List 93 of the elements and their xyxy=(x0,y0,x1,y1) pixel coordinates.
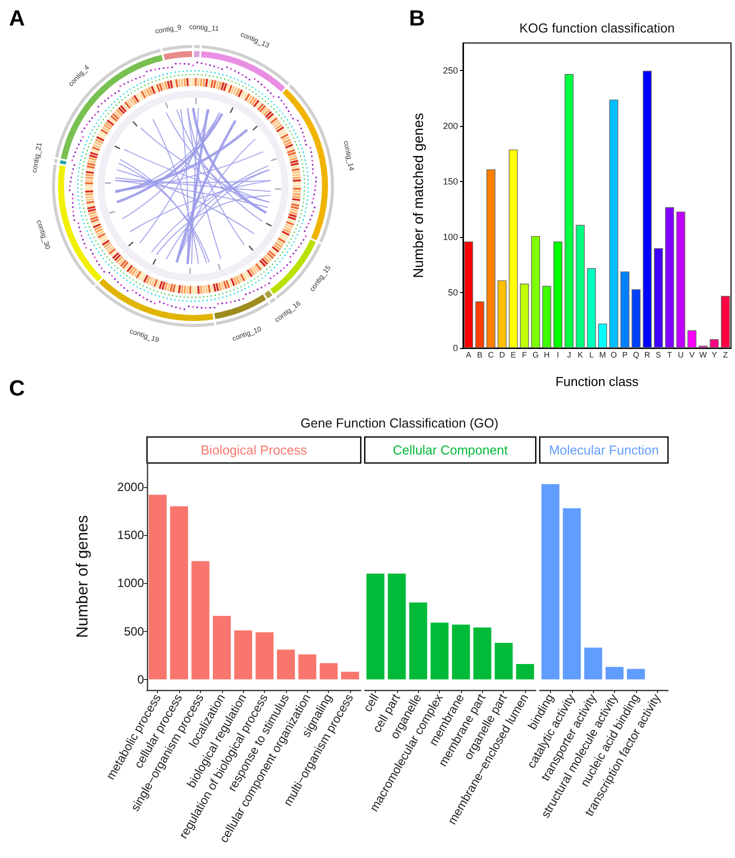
bar xyxy=(520,284,529,348)
bar xyxy=(191,561,210,680)
bar xyxy=(553,242,562,348)
y-tick-label: 200 xyxy=(442,121,458,132)
bar xyxy=(212,616,231,680)
bar xyxy=(541,484,560,680)
x-tick-label: cell xyxy=(360,692,382,714)
text: Biological Process xyxy=(200,442,308,458)
x-tick-label: W xyxy=(699,350,708,360)
bar xyxy=(298,654,316,680)
x-tick-label: R xyxy=(644,350,650,360)
bar xyxy=(584,648,602,680)
x-tick-label: M xyxy=(599,350,606,360)
bar xyxy=(710,339,719,348)
y-tick-label: 100 xyxy=(442,232,458,242)
y-tick-label: 1000 xyxy=(117,576,144,590)
bar xyxy=(654,248,663,348)
bar xyxy=(320,663,338,680)
bar xyxy=(632,289,641,348)
x-tick-label: L xyxy=(589,350,594,360)
bar xyxy=(720,296,730,348)
x-tick-label: Q xyxy=(632,350,640,360)
y-tick-label: 0 xyxy=(452,343,458,353)
x-tick-label: A xyxy=(466,350,472,360)
bar xyxy=(430,622,449,680)
chart-title: Gene Function Classification (GO) xyxy=(300,416,498,430)
x-tick-label: I xyxy=(556,350,560,360)
bar xyxy=(486,169,496,348)
bar xyxy=(256,632,274,680)
x-tick-label: Y xyxy=(712,350,718,360)
bar xyxy=(276,650,295,680)
bar xyxy=(598,324,608,348)
bar xyxy=(341,672,360,680)
bar xyxy=(564,74,574,348)
bar xyxy=(498,280,507,348)
bar xyxy=(409,602,428,680)
x-tick-label: S xyxy=(656,350,662,360)
bar xyxy=(542,286,552,348)
bar xyxy=(606,666,624,680)
x-tick-label: P xyxy=(622,350,628,360)
x-tick-label: K xyxy=(578,350,584,360)
x-tick-label: B xyxy=(477,350,482,360)
y-tick-label: 250 xyxy=(442,66,458,76)
bar xyxy=(508,149,518,348)
bar xyxy=(665,207,674,348)
bar xyxy=(642,70,652,348)
x-axis-title: Function class xyxy=(555,374,640,389)
bar xyxy=(586,268,596,348)
bar xyxy=(626,668,645,680)
x-tick-label: Z xyxy=(722,350,728,360)
bar xyxy=(687,330,696,348)
x-tick-label: T xyxy=(667,350,672,360)
bar xyxy=(516,664,534,680)
bar xyxy=(475,301,484,348)
x-tick-label: O xyxy=(610,350,617,360)
y-tick-label: 0 xyxy=(137,672,144,686)
text: Cellular Component xyxy=(392,442,508,458)
text: B xyxy=(409,6,425,30)
bar xyxy=(170,506,188,680)
x-tick-label: E xyxy=(510,350,516,360)
y-axis-title: Number of matched genes xyxy=(410,113,426,278)
chart-title: KOG function classification xyxy=(519,20,675,36)
bar xyxy=(366,574,384,680)
bar xyxy=(576,224,585,348)
text: C xyxy=(9,376,25,400)
bar xyxy=(531,236,540,348)
x-tick-label: U xyxy=(678,350,684,360)
bar xyxy=(562,508,581,680)
bar xyxy=(452,624,470,680)
bar xyxy=(620,271,630,348)
y-tick-label: 1500 xyxy=(117,528,144,542)
x-tick-label: F xyxy=(522,350,527,360)
y-tick-label: 500 xyxy=(124,624,144,638)
x-tick-label: J xyxy=(567,350,572,360)
bar xyxy=(609,100,618,348)
bar xyxy=(464,242,474,348)
bar xyxy=(148,494,167,680)
y-tick-label: 50 xyxy=(448,288,458,298)
bar xyxy=(473,627,492,680)
y-tick-label: 2000 xyxy=(117,480,144,494)
bar xyxy=(676,212,686,348)
bar xyxy=(234,630,252,680)
x-tick-label: H xyxy=(544,350,550,360)
text: A xyxy=(9,6,25,30)
x-tick-label: G xyxy=(532,350,539,360)
y-axis-title: Number of genes xyxy=(74,515,92,638)
bar xyxy=(388,574,406,680)
x-tick-label: V xyxy=(689,350,696,360)
y-tick-label: 150 xyxy=(442,176,458,187)
x-tick-label: D xyxy=(499,350,506,360)
x-tick-label: C xyxy=(488,350,494,360)
text: Molecular Function xyxy=(548,442,659,458)
bar xyxy=(494,642,513,680)
